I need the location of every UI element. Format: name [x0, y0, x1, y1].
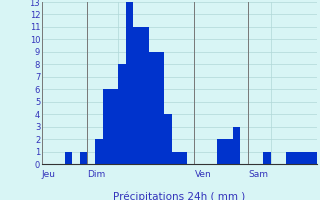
- Text: Jeu: Jeu: [42, 170, 56, 179]
- Bar: [80, 152, 87, 164]
- Bar: [164, 114, 172, 164]
- Text: Ven: Ven: [195, 170, 211, 179]
- Bar: [286, 152, 294, 164]
- Bar: [233, 127, 240, 164]
- Bar: [294, 152, 301, 164]
- Bar: [133, 27, 141, 164]
- Text: Sam: Sam: [248, 170, 268, 179]
- Bar: [65, 152, 72, 164]
- Bar: [172, 152, 179, 164]
- Bar: [225, 139, 233, 164]
- Bar: [103, 89, 110, 164]
- Bar: [126, 2, 133, 164]
- Bar: [118, 64, 126, 164]
- Bar: [301, 152, 309, 164]
- Bar: [141, 27, 148, 164]
- Bar: [95, 139, 103, 164]
- Bar: [263, 152, 271, 164]
- Bar: [179, 152, 187, 164]
- Bar: [217, 139, 225, 164]
- Bar: [309, 152, 317, 164]
- Text: Dim: Dim: [87, 170, 106, 179]
- Bar: [148, 52, 156, 164]
- Bar: [110, 89, 118, 164]
- Bar: [156, 52, 164, 164]
- Text: Précipitations 24h ( mm ): Précipitations 24h ( mm ): [113, 191, 245, 200]
